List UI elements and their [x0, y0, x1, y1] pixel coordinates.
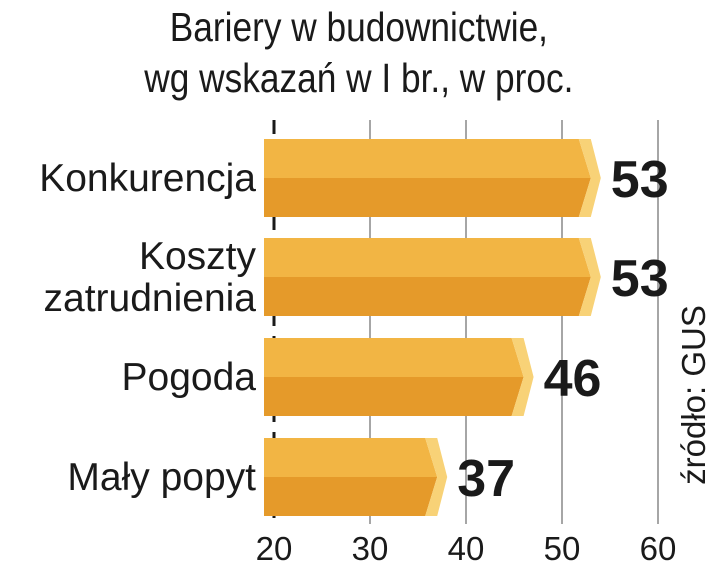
category-label-line: zatrudnienia [44, 277, 257, 320]
bar-row-2: 46 Pogoda [122, 338, 602, 416]
bar-bottom-face [264, 277, 591, 316]
category-label: Pogoda [122, 356, 257, 399]
bar-top-face [264, 238, 591, 277]
category-label: Konkurencja [39, 157, 256, 200]
bar-row-1: 53 Koszty zatrudnienia [44, 235, 669, 320]
x-tick-label-60: 60 [640, 530, 677, 566]
bar-tip [578, 139, 601, 217]
category-label-line: Mały popyt [67, 456, 256, 499]
x-tick-label-40: 40 [448, 530, 485, 566]
category-label-line: Pogoda [122, 356, 257, 399]
category-label: Koszty zatrudnienia [44, 235, 257, 320]
x-axis-ticks: 20 30 40 50 60 [256, 530, 677, 566]
bars: 53 Konkurencja 53 Koszty zatrudnienia 46 Pogod… [39, 139, 669, 516]
chart-title-line-1: Bariery w budownictwie, [169, 4, 548, 50]
category-label-line: Konkurencja [39, 157, 256, 200]
bar-bottom-face [264, 477, 438, 516]
bar-value-label: 46 [544, 350, 602, 408]
x-tick-label-30: 30 [352, 530, 389, 566]
bar-value-label: 53 [611, 250, 669, 308]
x-tick-label-20: 20 [256, 530, 293, 566]
category-label-line: Koszty [139, 235, 257, 278]
bar-value-label: 53 [611, 151, 669, 209]
bar-tip [578, 238, 601, 316]
bar-bottom-face [264, 178, 591, 217]
chart-title: Bariery w budownictwie, wg wskazań w I b… [49, 2, 668, 104]
bar-value-label: 37 [457, 450, 515, 508]
bar-tip [425, 438, 448, 516]
bar-tip [511, 338, 534, 416]
bar-top-face [264, 139, 591, 178]
bar-bottom-face [264, 377, 524, 416]
bar-row-3: 37 Mały popyt [67, 438, 515, 516]
chart-title-line-2: wg wskazań w I br., w proc. [144, 55, 574, 101]
source-label: źródło: GUS [675, 305, 712, 485]
bar-top-face [264, 338, 524, 377]
bar-row-0: 53 Konkurencja [39, 139, 669, 217]
category-label: Mały popyt [67, 456, 256, 499]
bar-top-face [264, 438, 438, 477]
x-tick-label-50: 50 [544, 530, 581, 566]
